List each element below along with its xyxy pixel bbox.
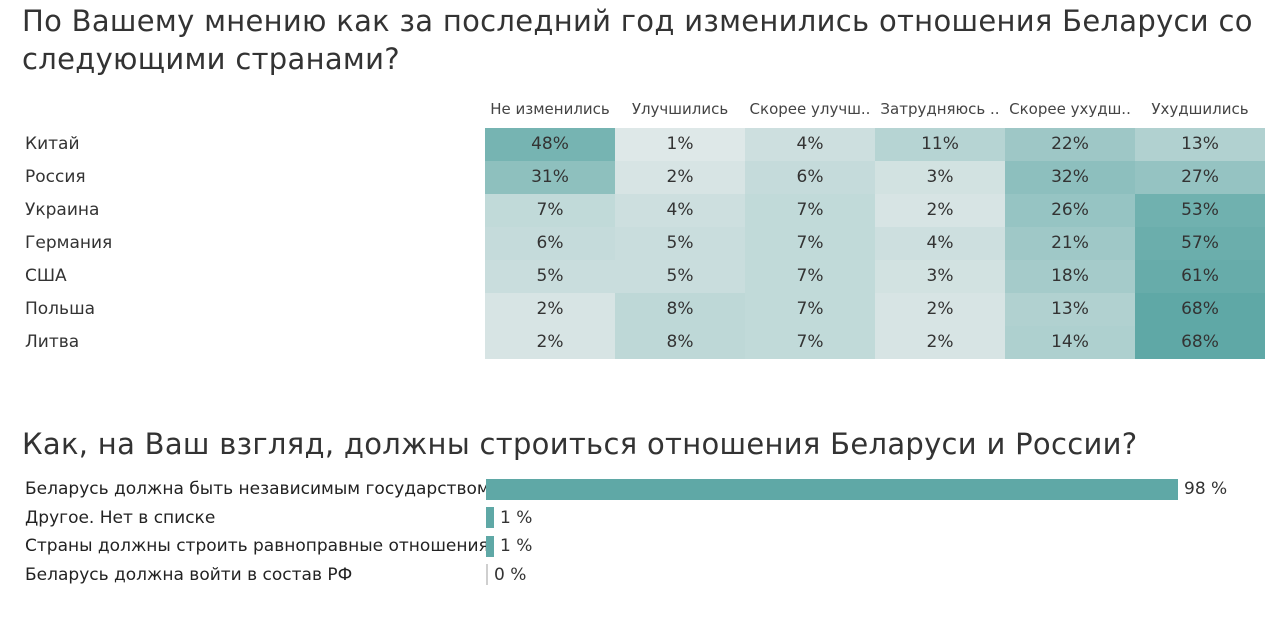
- heatmap-cell: 68%: [1135, 326, 1265, 359]
- heatmap-cell: 14%: [1005, 326, 1135, 359]
- heatmap-cell: 4%: [875, 227, 1005, 260]
- heatmap-cell: 11%: [875, 128, 1005, 161]
- column-header: Скорее ухудш..: [1009, 100, 1131, 118]
- heatmap-cell: 4%: [745, 128, 875, 161]
- heatmap-cell: 5%: [615, 227, 745, 260]
- row-label: Китай: [25, 134, 80, 154]
- heatmap-cell: 2%: [875, 293, 1005, 326]
- heatmap-cell: 6%: [745, 161, 875, 194]
- heatmap-cell: 8%: [615, 326, 745, 359]
- bar-value-label: 98 %: [1184, 479, 1228, 499]
- bar-value-label: 1 %: [500, 507, 533, 528]
- row-label: Россия: [25, 167, 86, 187]
- heatmap-cell: 1%: [615, 128, 745, 161]
- bar-chart-title: Как, на Ваш взгляд, должны строиться отн…: [22, 427, 1138, 461]
- heatmap-cell: 53%: [1135, 194, 1265, 227]
- bar-category-label: Беларусь должна быть независимым государ…: [25, 479, 490, 499]
- heatmap-cell: 4%: [615, 194, 745, 227]
- heatmap-cell: 13%: [1005, 293, 1135, 326]
- heatmap-cell: 21%: [1005, 227, 1135, 260]
- heatmap-cell: 2%: [485, 293, 615, 326]
- bar: [486, 535, 494, 557]
- heatmap-cell: 2%: [615, 161, 745, 194]
- heatmap-cell: 27%: [1135, 161, 1265, 194]
- bar: [486, 478, 1178, 500]
- heatmap-title: По Вашему мнению как за последний год из…: [22, 4, 1253, 76]
- column-header: Ухудшились: [1151, 100, 1249, 118]
- column-header: Затрудняюсь ..: [880, 100, 1000, 118]
- bar-category-label: Страны должны строить равноправные отнош…: [25, 536, 489, 556]
- heatmap-cell: 6%: [485, 227, 615, 260]
- column-header: Улучшились: [631, 100, 729, 118]
- heatmap-cell: 31%: [485, 161, 615, 194]
- heatmap-cell: 61%: [1135, 260, 1265, 293]
- heatmap-cell: 26%: [1005, 194, 1135, 227]
- bar-category-label: Беларусь должна войти в состав РФ: [25, 564, 353, 585]
- heatmap-cell: 68%: [1135, 293, 1265, 326]
- heatmap-cell: 18%: [1005, 260, 1135, 293]
- heatmap-cell: 8%: [615, 293, 745, 326]
- heatmap-cell: 32%: [1005, 161, 1135, 194]
- heatmap-cell: 48%: [485, 128, 615, 161]
- heatmap-cell: 22%: [1005, 128, 1135, 161]
- heatmap-chart: Не изменились Улучшились Скорее улучш.. Зат…: [25, 100, 1265, 359]
- bar: [486, 507, 494, 528]
- heatmap-cell: 7%: [745, 227, 875, 260]
- heatmap-cell: 2%: [875, 326, 1005, 359]
- row-label: Польша: [25, 299, 96, 319]
- row-label: Литва: [25, 332, 80, 352]
- heatmap-cell: 7%: [745, 293, 875, 326]
- column-header: Не изменились: [490, 100, 610, 118]
- row-label: США: [25, 266, 67, 286]
- heatmap-cell: 2%: [875, 194, 1005, 227]
- heatmap-cell: 7%: [485, 194, 615, 227]
- bar-category-label: Другое. Нет в списке: [25, 507, 216, 528]
- heatmap-cell: 7%: [745, 326, 875, 359]
- heatmap-cell: 5%: [485, 260, 615, 293]
- row-label: Украина: [25, 200, 100, 220]
- heatmap-cell: 2%: [485, 326, 615, 359]
- bar: [486, 564, 488, 585]
- bar-value-label: 0 %: [494, 564, 527, 585]
- heatmap-cell: 7%: [745, 194, 875, 227]
- heatmap-cell: 7%: [745, 260, 875, 293]
- bar-value-label: 1 %: [500, 536, 533, 556]
- heatmap-cell: 5%: [615, 260, 745, 293]
- heatmap-cell: 57%: [1135, 227, 1265, 260]
- row-label: Германия: [25, 233, 113, 253]
- column-header: Скорее улучш..: [749, 100, 871, 118]
- heatmap-cell: 13%: [1135, 128, 1265, 161]
- heatmap-cell: 3%: [875, 260, 1005, 293]
- heatmap-cell: 3%: [875, 161, 1005, 194]
